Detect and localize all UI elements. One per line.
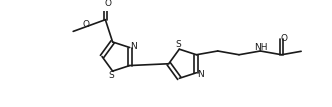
- Text: NH: NH: [254, 43, 268, 52]
- Text: N: N: [130, 42, 137, 51]
- Text: O: O: [82, 20, 89, 29]
- Text: N: N: [197, 70, 204, 79]
- Text: S: S: [176, 40, 181, 49]
- Text: O: O: [281, 34, 288, 43]
- Text: O: O: [105, 0, 112, 8]
- Text: S: S: [109, 71, 115, 80]
